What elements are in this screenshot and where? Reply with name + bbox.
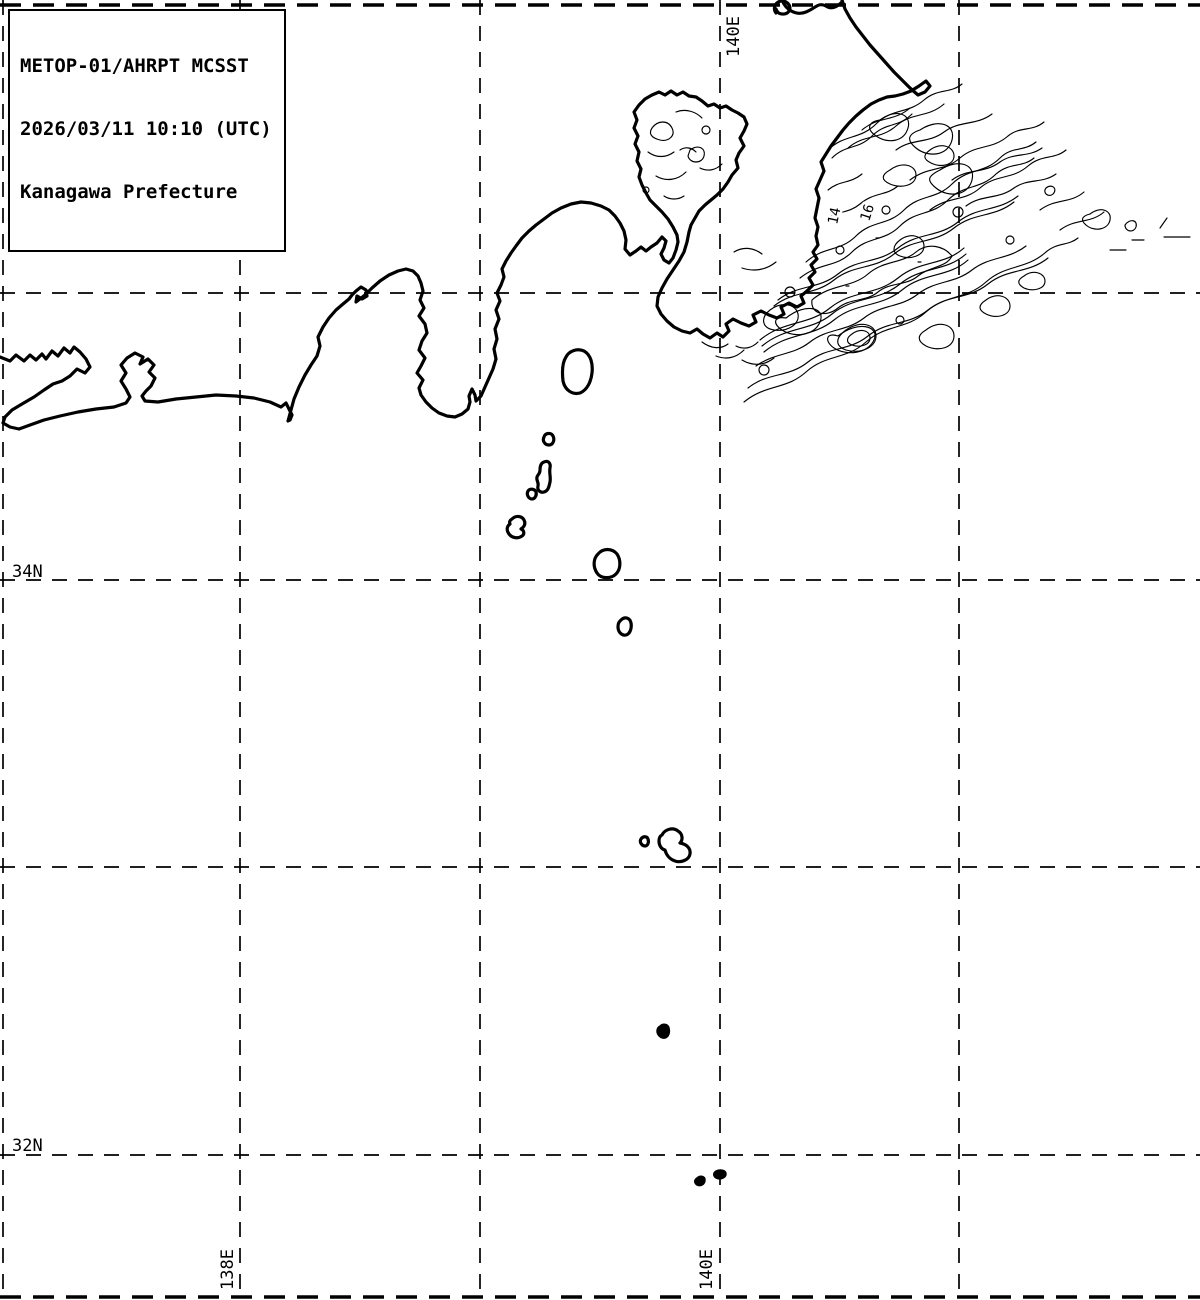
product-region: Kanagawa Prefecture — [20, 181, 238, 203]
svg-text:140E: 140E — [697, 1249, 717, 1290]
svg-text:14: 14 — [825, 206, 844, 226]
filled-islets-layer — [656, 1023, 727, 1187]
svg-text:140E: 140E — [724, 16, 744, 57]
svg-text:138E: 138E — [218, 1249, 238, 1290]
svg-text:34N: 34N — [12, 562, 43, 582]
coastline-layer — [0, 0, 932, 431]
product-datetime: 2026/03/11 10:10 (UTC) — [20, 118, 272, 140]
product-title: METOP-01/AHRPT MCSST — [20, 55, 249, 77]
sst-contour-layer — [642, 83, 1191, 403]
title-box: METOP-01/AHRPT MCSST 2026/03/11 10:10 (U… — [8, 9, 286, 252]
map-labels-layer: 140E 34N 32N 138E 140E 14 16 — [12, 16, 881, 1290]
islands-layer — [505, 348, 692, 864]
svg-text:32N: 32N — [12, 1136, 43, 1156]
svg-text:16: 16 — [858, 202, 878, 223]
